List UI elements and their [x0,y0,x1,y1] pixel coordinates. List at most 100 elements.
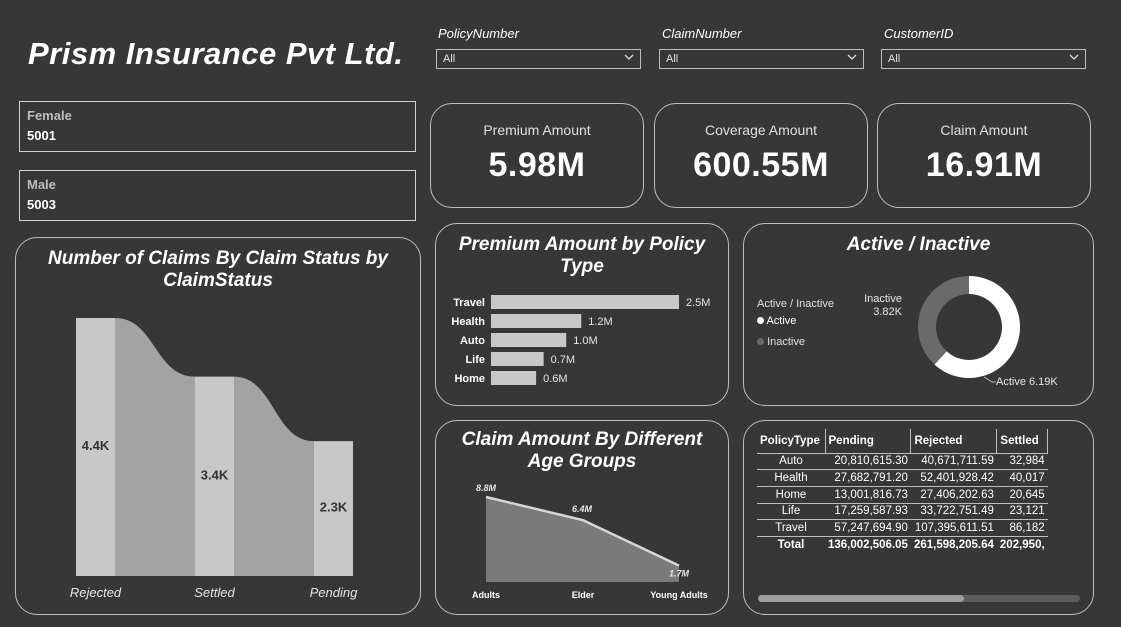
customer-id-label: CustomerID [884,26,954,41]
category-label: Life [465,354,485,366]
claim-number-label: ClaimNumber [662,26,742,41]
column-header-pending[interactable]: Pending [825,429,912,454]
legend-item-active[interactable]: Active [757,315,796,327]
ribbon-connector [234,376,314,576]
category-label: Adults [472,590,500,600]
claim-by-age-chart[interactable]: 8.8M Adults 6.4M Elder 1.7M Young Adults [436,421,730,616]
claim-by-age-title: Claim Amount By Different Age Groups [461,429,703,472]
column-header-settled[interactable]: Settled [996,429,1049,454]
table-cell: 40,017 [996,469,1048,487]
data-label: 2.3K [320,500,348,515]
premium-amount-card: Premium Amount 5.98M [430,103,644,208]
slice-active [934,276,1020,378]
data-label: 3.4K [201,467,229,482]
app-title: Prism Insurance Pvt Ltd. [28,36,404,71]
row-label: Home [757,486,825,504]
bar-auto [491,333,567,347]
kpi-value: 16.91M [925,146,1043,184]
category-label: Health [451,316,485,328]
active-inactive-title: Active / Inactive [846,234,991,255]
table-cell: 20,645 [996,486,1048,504]
table-cell: 136,002,506.05 [828,539,908,552]
female-count-card: Female 5001 [19,101,416,152]
table-row: Travel 57,247,694.90 107,395,611.51 86,182 [757,519,1048,537]
data-label: 2.5M [686,297,710,309]
legend-item-inactive[interactable]: Inactive [757,336,805,348]
chevron-down-icon [624,54,634,60]
category-label: Young Adults [650,590,708,600]
ribbon-connector [115,318,195,576]
table-cell: 32,984 [996,453,1048,471]
column-header-policytype[interactable]: PolicyType [757,429,826,454]
category-label: Elder [572,590,595,600]
customer-id-dropdown[interactable]: All [881,49,1086,69]
table-cell: 33,722,751.49 [910,503,997,521]
customer-id-value: All [888,53,901,65]
bar-rejected [76,318,115,576]
chevron-down-icon [847,54,857,60]
slice-label-inactive-name: Inactive [864,293,902,305]
claims-by-status-title: Number of Claims By Claim Status by Clai… [48,248,388,291]
table-cell: 20,810,615.30 [825,453,911,471]
chevron-down-icon [1069,54,1079,60]
policy-claim-table-panel: PolicyType Pending Rejected Settled Auto 20,… [743,420,1094,615]
column-header-rejected[interactable]: Rejected [910,429,998,454]
area-line [485,495,680,567]
bar-pending [314,441,353,576]
table-cell: 107,395,611.51 [910,519,997,537]
scrollbar-thumb[interactable] [758,595,965,602]
slice-inactive [918,276,969,365]
table-row: Health 27,682,791.20 52,401,928.42 40,017 [757,469,1048,487]
table-cell: 57,247,694.90 [825,519,911,537]
policy-number-value: All [443,53,456,65]
data-label: 0.7M [551,354,575,366]
table-cell: 27,406,202.63 [910,486,997,504]
total-row: Total 136,002,506.05 261,598,205.64 202,950… [757,536,1048,553]
legend-inactive-label: Inactive [767,336,805,348]
inactive-dot-icon [757,338,764,345]
table-row: Auto 20,810,615.30 40,671,711.59 32,984 [757,453,1048,471]
claims-by-status-chart[interactable]: 4.4K Rejected 3.4K Settled 2.3K Pending [16,238,422,616]
kpi-label: Claim Amount [940,122,1028,138]
table-cell: 261,598,205.64 [913,539,994,552]
active-dot-icon [757,317,764,324]
data-label: 4.4K [82,438,110,453]
data-label: 1.0M [573,335,597,347]
table-viewport: PolicyType Pending Rejected Settled Auto 20,… [757,429,1081,553]
category-label: Home [454,373,485,385]
policy-claim-table: PolicyType Pending Rejected Settled Auto 20,… [757,429,1049,553]
claim-by-age-panel: Claim Amount By Different Age Groups 8.8… [435,420,729,615]
table-cell: 13,001,816.73 [825,486,911,504]
male-label: Male [27,177,56,192]
leader-line [983,376,996,383]
category-label: Rejected [70,585,122,600]
table-row: Home 13,001,816.73 27,406,202.63 20,645 [757,486,1048,504]
bar-life [491,352,544,366]
table-row: Life 17,259,587.93 33,722,751.49 23,121 [757,503,1048,521]
kpi-label: Premium Amount [483,122,591,138]
premium-by-policy-title: Premium Amount by Policy Type [458,234,706,277]
bar-travel [491,295,679,309]
male-value: 5003 [27,197,56,212]
claim-amount-card: Claim Amount 16.91M [877,103,1091,208]
female-value: 5001 [27,128,56,143]
data-label: 1.7M [669,569,690,579]
category-label: Settled [194,585,235,600]
kpi-value: 5.98M [488,146,586,184]
table-cell: 202,950, [999,539,1045,552]
coverage-amount-card: Coverage Amount 600.55M [654,103,868,208]
policy-number-dropdown[interactable]: All [436,49,641,69]
legend-active-label: Active [766,315,797,327]
premium-by-policy-panel: Premium Amount by Policy Type Travel 2.5M… [435,223,729,406]
data-label: 8.8M [476,483,497,493]
horizontal-scrollbar[interactable] [758,595,1080,602]
claim-number-dropdown[interactable]: All [659,49,864,69]
legend-title: Active / Inactive [757,298,835,310]
premium-by-policy-chart[interactable]: Travel 2.5M Health 1.2M Auto 1.0M Life 0.7M Home… [436,224,730,407]
row-label: Auto [757,453,825,471]
table-cell: 23,121 [996,503,1048,521]
claims-by-status-panel: Number of Claims By Claim Status by Clai… [15,237,421,615]
bar-settled [195,376,234,576]
bar-health [491,314,582,328]
